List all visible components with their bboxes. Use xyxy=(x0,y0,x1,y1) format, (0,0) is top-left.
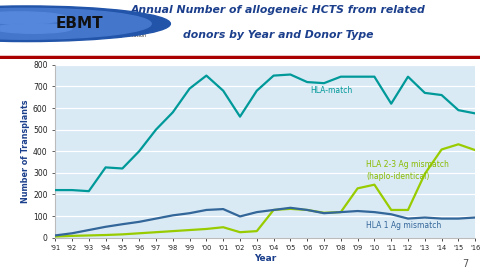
Text: 7: 7 xyxy=(462,259,468,269)
Text: EBMT: EBMT xyxy=(55,16,103,31)
Text: European Society: European Society xyxy=(108,17,151,22)
X-axis label: Year: Year xyxy=(254,254,276,263)
Text: donors by Year and Donor Type: donors by Year and Donor Type xyxy=(183,30,373,40)
Circle shape xyxy=(0,24,72,33)
Text: HLA-match: HLA-match xyxy=(311,86,353,95)
Y-axis label: Number of Transplants: Number of Transplants xyxy=(21,99,30,203)
Text: for Blood and Marrow: for Blood and Marrow xyxy=(108,25,161,30)
Circle shape xyxy=(0,6,170,42)
Circle shape xyxy=(0,12,67,24)
Circle shape xyxy=(0,8,151,39)
Text: Annual Number of allogeneic HCTS from related: Annual Number of allogeneic HCTS from re… xyxy=(131,5,426,15)
Text: HLA 2-3 Ag mismatch
(haplo-identical): HLA 2-3 Ag mismatch (haplo-identical) xyxy=(366,160,449,181)
Text: Transplantation: Transplantation xyxy=(108,33,146,38)
Text: HLA 1 Ag mismatch: HLA 1 Ag mismatch xyxy=(366,221,441,229)
